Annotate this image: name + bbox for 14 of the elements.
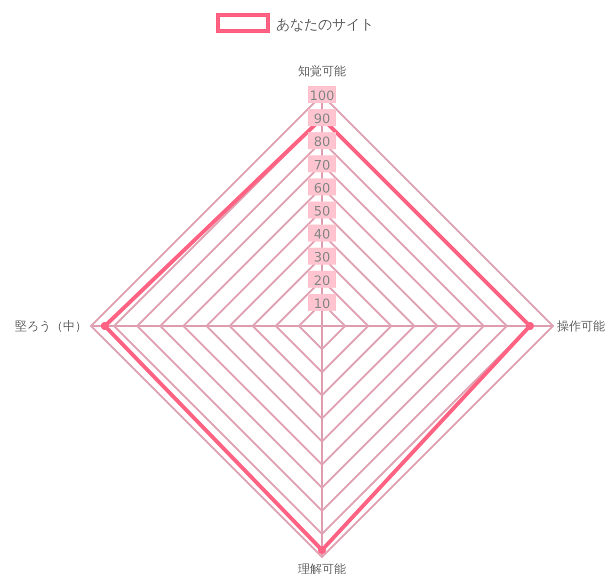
y-tick-label: 30 [314, 250, 330, 266]
y-tick-label: 70 [314, 158, 330, 174]
y-tick-label: 20 [314, 274, 330, 289]
y-tick-label: 100 [310, 89, 334, 104]
legend-label: あなたのサイト [276, 17, 374, 33]
y-tick-label: 60 [314, 181, 330, 196]
spoke-label: 操作可能 [557, 319, 605, 333]
y-tick-label: 40 [314, 228, 330, 243]
y-tick-label: 50 [314, 204, 330, 220]
legend: あなたのサイト [216, 13, 374, 33]
spoke-label: 堅ろう（中） [15, 319, 87, 333]
y-tick-label: 80 [314, 135, 330, 150]
spoke-label: 知覚可能 [298, 64, 346, 78]
y-tick-label: 10 [314, 296, 330, 312]
